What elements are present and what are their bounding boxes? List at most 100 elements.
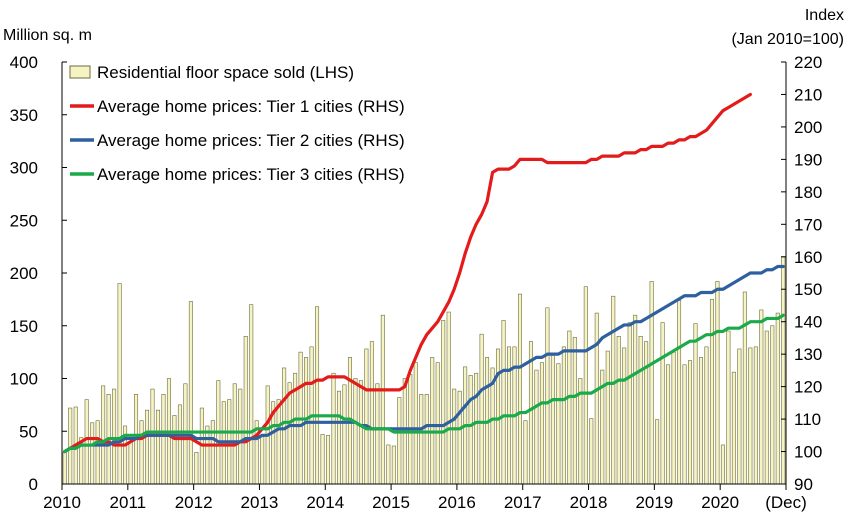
right-tick-label: 180 <box>794 183 822 202</box>
bar <box>622 347 627 485</box>
bar <box>452 388 457 485</box>
bar <box>649 281 654 485</box>
bar <box>397 397 402 485</box>
bar <box>315 306 320 485</box>
x-tick-label: 2017 <box>504 493 542 512</box>
bar <box>638 335 643 485</box>
bar <box>556 363 561 485</box>
bar <box>742 291 747 485</box>
bar <box>232 383 237 485</box>
bar <box>523 420 528 485</box>
x-tick-label: 2013 <box>241 493 279 512</box>
left-tick-label: 250 <box>10 211 38 230</box>
bar <box>446 311 451 485</box>
bar <box>479 333 484 485</box>
legend-label-tier-1: Average home prices: Tier 1 cities (RHS) <box>97 97 405 116</box>
bar <box>117 283 122 485</box>
line-series-tier-3 <box>63 313 785 454</box>
right-tick-label: 120 <box>794 378 822 397</box>
bar <box>353 378 358 485</box>
right-axis-title-line1: Index <box>805 7 844 24</box>
bar <box>550 354 555 485</box>
right-tick-label: 110 <box>794 410 821 429</box>
bar <box>704 346 709 485</box>
left-tick-label: 100 <box>10 370 38 389</box>
legend-label-tier-2: Average home prices: Tier 2 cities (RHS) <box>97 131 405 150</box>
bar <box>177 404 182 485</box>
bar <box>161 394 166 485</box>
bar <box>770 325 775 485</box>
bar <box>671 351 676 485</box>
left-tick-label: 150 <box>10 317 38 336</box>
bar <box>644 341 649 485</box>
bar <box>468 375 473 485</box>
axes: 0 50 100 150 200 250 300 350 400 90 100 110 120 130 14… <box>10 53 823 512</box>
bar <box>616 335 621 485</box>
line-series-tier-1 <box>63 92 752 454</box>
bar <box>677 300 682 485</box>
bar <box>627 322 632 485</box>
bar <box>737 348 742 485</box>
bar <box>304 357 309 485</box>
bar <box>342 384 347 485</box>
bar <box>155 409 160 485</box>
bar <box>358 380 363 485</box>
x-tick-label: 2010 <box>43 493 81 512</box>
bar <box>731 371 736 485</box>
bar <box>764 330 769 485</box>
bar <box>386 444 391 485</box>
bar <box>698 357 703 485</box>
bar <box>457 390 462 485</box>
bar-series-floor-space <box>62 256 786 485</box>
right-tick-label: 140 <box>794 313 822 332</box>
bar <box>539 362 544 485</box>
bar <box>496 348 501 485</box>
right-tick-label: 100 <box>794 443 822 462</box>
bar <box>655 419 660 485</box>
bar <box>605 350 610 485</box>
bar <box>435 362 440 485</box>
bar <box>720 444 725 485</box>
bar <box>375 383 380 485</box>
bar <box>320 434 325 485</box>
bar <box>62 452 67 485</box>
bar <box>709 299 714 485</box>
line-series-group <box>63 92 785 454</box>
right-tick-label: 210 <box>794 85 822 104</box>
bar <box>188 301 193 485</box>
bar <box>84 399 89 485</box>
bar <box>501 320 506 485</box>
bar <box>430 357 435 485</box>
bar <box>748 347 753 485</box>
right-tick-label: 90 <box>794 475 813 494</box>
bar <box>194 452 199 485</box>
bar <box>205 425 210 485</box>
bar <box>682 364 687 485</box>
bar <box>139 420 144 485</box>
x-tick-label: (Dec) <box>765 493 807 512</box>
x-tick-label: 2016 <box>438 493 476 512</box>
bar <box>424 394 429 485</box>
bar <box>715 281 720 485</box>
bar <box>364 348 369 485</box>
bar <box>238 388 243 485</box>
bar <box>666 364 671 485</box>
x-tick-label: 2014 <box>306 493 344 512</box>
bar <box>90 422 95 485</box>
left-tick-label: 350 <box>10 106 38 125</box>
bar <box>413 362 418 485</box>
bar <box>326 435 331 485</box>
bar <box>260 436 265 485</box>
x-tick-label: 2020 <box>701 493 739 512</box>
x-tick-label: 2019 <box>635 493 673 512</box>
right-tick-label: 160 <box>794 248 822 267</box>
bar <box>693 323 698 485</box>
left-tick-label: 300 <box>10 159 38 178</box>
right-tick-label: 220 <box>794 53 822 72</box>
x-tick-label: 2015 <box>372 493 410 512</box>
bar <box>594 312 599 485</box>
bar <box>572 337 577 485</box>
bar <box>611 295 616 485</box>
bar <box>249 304 254 485</box>
